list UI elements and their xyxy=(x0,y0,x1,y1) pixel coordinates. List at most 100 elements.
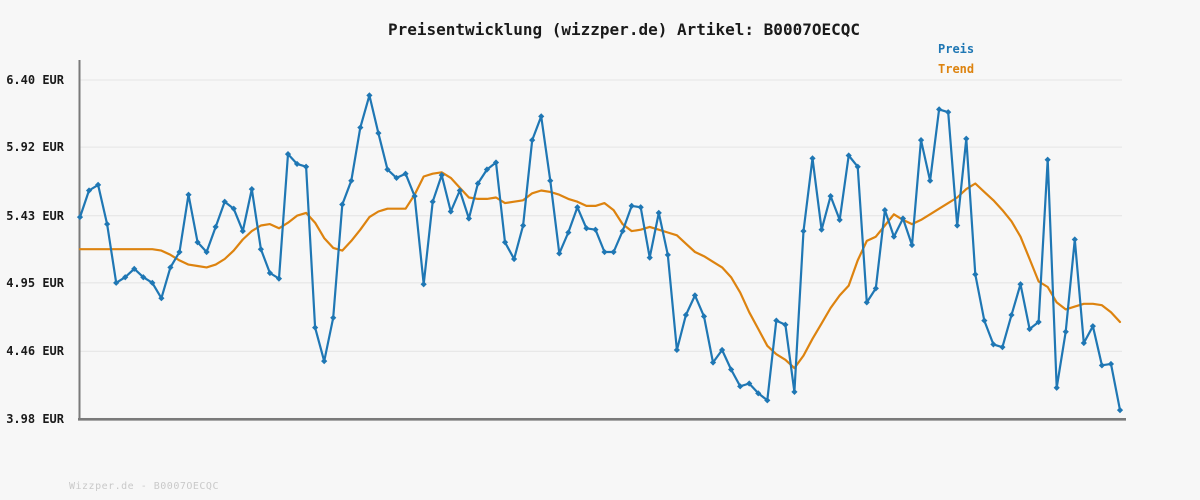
price-point-marker xyxy=(122,274,129,281)
price-point-marker xyxy=(547,177,554,184)
price-point-marker xyxy=(917,137,925,144)
chart-legend: Preis Trend xyxy=(938,39,974,79)
price-point-marker xyxy=(574,204,581,211)
price-point-marker xyxy=(402,170,409,177)
trend-line xyxy=(78,171,1122,370)
price-point-marker xyxy=(85,187,93,194)
price-point-marker xyxy=(746,380,753,387)
y-tick-label: 5.43 EUR xyxy=(6,208,64,223)
price-point-marker xyxy=(673,346,680,354)
price-point-marker xyxy=(375,130,382,137)
price-point-marker xyxy=(1026,325,1033,333)
price-point-marker xyxy=(465,215,472,222)
y-tick-label: 5.92 EUR xyxy=(6,140,64,155)
price-point-marker xyxy=(348,177,355,184)
price-point-marker xyxy=(728,366,735,373)
price-point-marker xyxy=(972,271,979,278)
price-point-marker xyxy=(800,227,807,235)
price-point-marker xyxy=(827,192,834,200)
price-point-marker xyxy=(239,227,246,235)
price-point-marker xyxy=(248,186,255,193)
price-point-marker xyxy=(682,311,690,319)
price-point-marker xyxy=(357,124,364,131)
price-point-marker xyxy=(664,251,671,258)
price-point-marker xyxy=(185,191,192,198)
price-point-marker xyxy=(1053,384,1060,391)
price-point-marker xyxy=(718,346,726,354)
price-point-marker xyxy=(791,388,798,396)
price-point-marker xyxy=(302,163,310,170)
price-point-marker xyxy=(420,281,427,288)
price-point-marker xyxy=(954,222,961,229)
price-point-marker xyxy=(438,172,445,179)
price-point-marker xyxy=(221,198,228,205)
price-point-marker xyxy=(529,137,536,144)
price-point-marker xyxy=(158,295,165,302)
price-point-marker xyxy=(981,317,988,324)
price-point-marker xyxy=(809,155,816,162)
price-point-marker xyxy=(619,227,626,235)
price-point-marker xyxy=(275,275,283,282)
y-tick-label: 6.40 EUR xyxy=(6,73,64,87)
price-point-marker xyxy=(1107,360,1115,368)
price-point-marker xyxy=(501,239,509,246)
price-point-marker xyxy=(104,220,111,228)
price-point-marker xyxy=(1089,323,1096,330)
legend-item-preis: Preis xyxy=(938,42,975,56)
price-point-marker xyxy=(284,151,292,158)
price-point-marker xyxy=(520,222,527,229)
price-point-marker xyxy=(709,359,717,366)
price-point-marker xyxy=(203,248,210,256)
price-point-marker xyxy=(936,106,943,113)
y-tick-label: 3.98 EUR xyxy=(6,411,64,426)
price-point-marker xyxy=(764,397,771,404)
price-point-marker xyxy=(339,201,346,208)
chart-title: Preisentwicklung (wizzper.de) Artikel: B… xyxy=(387,20,861,39)
price-point-marker xyxy=(176,248,183,256)
price-point-marker xyxy=(94,181,102,189)
price-point-marker xyxy=(194,239,201,246)
price-point-marker xyxy=(456,187,463,194)
price-point-marker xyxy=(212,223,219,230)
price-point-marker xyxy=(565,229,572,236)
price-point-marker xyxy=(899,215,907,222)
price-point-marker xyxy=(945,109,952,116)
price-point-marker xyxy=(1017,281,1024,288)
price-point-marker xyxy=(483,166,491,173)
price-point-marker xyxy=(474,180,482,187)
price-point-marker xyxy=(890,233,898,240)
price-point-marker xyxy=(556,250,563,257)
price-point-marker xyxy=(700,313,708,320)
price-point-marker xyxy=(538,113,545,120)
price-point-marker xyxy=(637,204,644,211)
price-point-marker xyxy=(782,321,789,328)
price-point-marker xyxy=(113,279,120,286)
price-point-marker xyxy=(655,209,662,216)
price-line xyxy=(78,94,1122,412)
price-point-marker xyxy=(963,135,970,142)
price-point-marker xyxy=(1008,311,1015,319)
price-point-marker xyxy=(411,192,418,200)
price-point-marker xyxy=(1116,407,1124,414)
price-point-marker xyxy=(447,208,454,215)
price-point-marker xyxy=(990,341,997,348)
price-point-marker xyxy=(818,226,825,233)
price-point-marker xyxy=(836,216,843,223)
price-point-marker xyxy=(293,160,301,168)
price-point-marker xyxy=(266,269,274,277)
price-point-marker xyxy=(737,383,744,390)
price-point-marker xyxy=(230,205,237,212)
price-point-marker xyxy=(393,174,400,182)
price-point-marker xyxy=(330,314,337,321)
price-point-marker xyxy=(366,92,373,99)
legend-item-trend: Trend xyxy=(938,62,975,76)
price-point-marker xyxy=(628,202,635,209)
price-point-marker xyxy=(691,292,699,299)
price-point-marker xyxy=(1080,339,1087,347)
price-point-marker xyxy=(510,255,518,263)
price-point-marker xyxy=(492,159,500,166)
price-point-marker xyxy=(76,213,84,221)
price-point-marker xyxy=(863,299,870,306)
